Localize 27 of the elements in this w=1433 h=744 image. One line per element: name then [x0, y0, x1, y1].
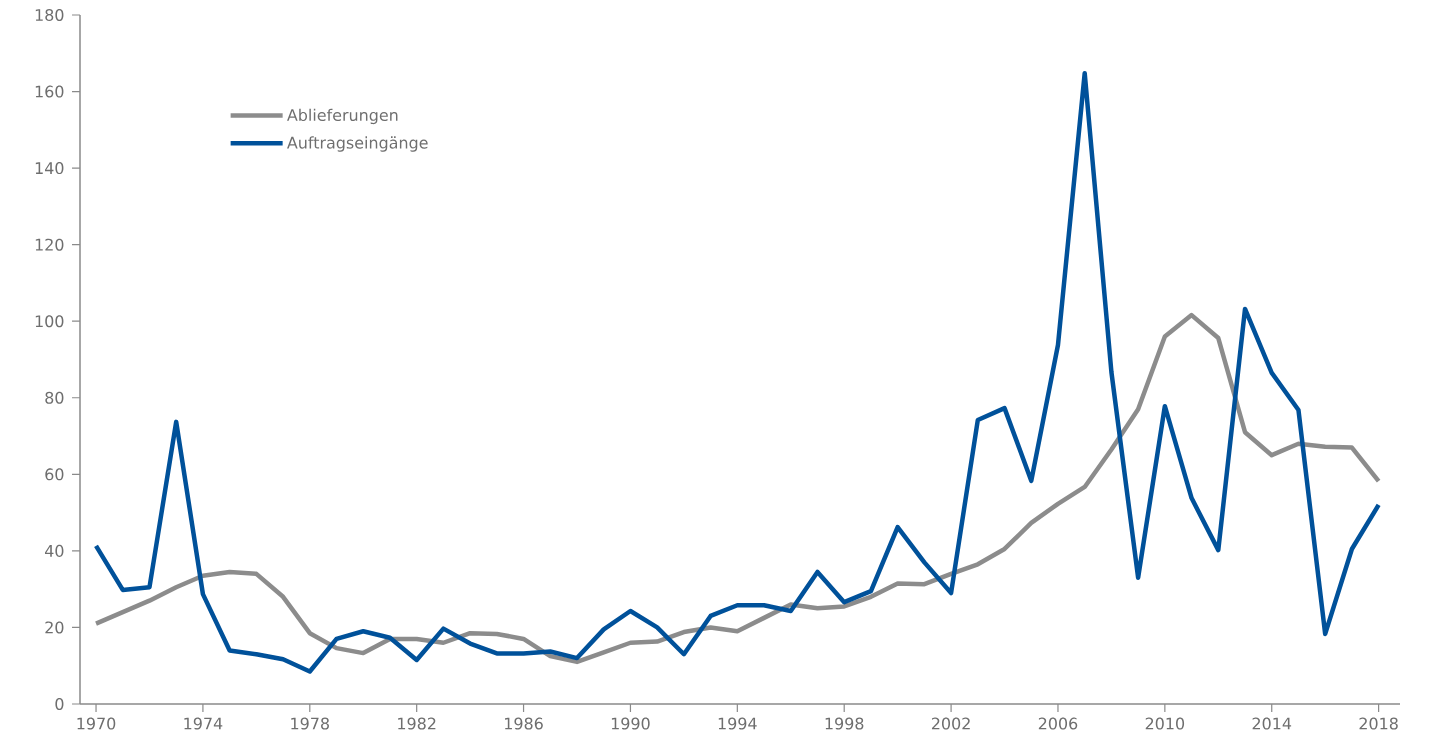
- x-tick-label: 1974: [184, 717, 223, 730]
- legend-label: Ablieferungen: [287, 108, 398, 125]
- x-tick-label: 1998: [825, 717, 864, 730]
- x-tick-label: 2006: [1038, 717, 1078, 730]
- x-tick-label: 1994: [718, 717, 757, 730]
- y-tick-label: 160: [35, 85, 64, 98]
- x-tick-label: 1978: [291, 717, 329, 730]
- y-tick-label: 20: [45, 621, 64, 634]
- y-tick-label: 120: [35, 238, 64, 251]
- x-tick-label: 1986: [505, 717, 543, 730]
- y-tick-label: 0: [55, 697, 64, 711]
- y-tick-label: 180: [35, 8, 64, 22]
- x-tick-label: 2010: [1145, 717, 1185, 730]
- x-tick-label: 1982: [398, 717, 436, 730]
- x-tick-label: 1970: [77, 717, 116, 730]
- x-tick-label: 2018: [1359, 717, 1398, 730]
- y-tick-label: 100: [35, 315, 64, 328]
- line-series: [93, 70, 1381, 674]
- y-tick-label: 80: [45, 391, 64, 404]
- x-tick-label: 1990: [611, 717, 650, 730]
- line-series: [93, 312, 1381, 665]
- x-tick-label: 2002: [931, 717, 970, 730]
- y-tick-label: 40: [45, 544, 64, 557]
- y-tick-label: 140: [35, 162, 64, 175]
- y-tick-label: 60: [45, 468, 64, 481]
- x-tick-label: 2014: [1252, 717, 1292, 730]
- legend-label: Auftragseingänge: [287, 136, 428, 152]
